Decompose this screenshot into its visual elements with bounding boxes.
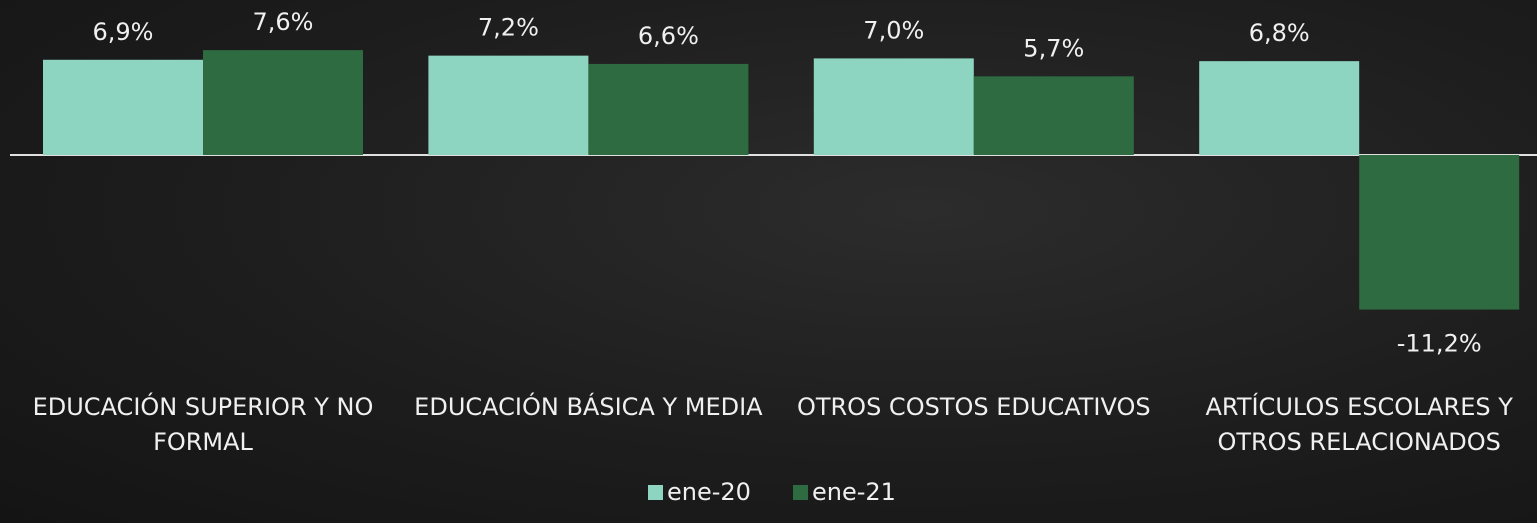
value-label: 6,9% bbox=[93, 18, 154, 46]
legend-label: ene-20 bbox=[667, 478, 751, 506]
x-tick-label: ARTÍCULOS ESCOLARES Y OTROS RELACIONADOS bbox=[1164, 390, 1537, 460]
chart: 6,9% 7,6% 7,2% 6,6% 7,0% 5,7% 6,8% -11,2% ene-20… bbox=[0, 0, 1537, 523]
bar bbox=[814, 58, 974, 155]
value-label: 7,2% bbox=[478, 14, 539, 42]
value-label: 7,0% bbox=[863, 16, 924, 44]
legend-label: ene-21 bbox=[812, 478, 896, 506]
value-label: -11,2% bbox=[1397, 330, 1482, 358]
value-label: 6,8% bbox=[1249, 19, 1310, 47]
x-tick-label: OTROS COSTOS EDUCATIVOS bbox=[779, 390, 1169, 425]
x-tick-label: EDUCACIÓN SUPERIOR Y NO FORMAL bbox=[8, 390, 398, 460]
bar bbox=[43, 60, 203, 155]
value-label: 5,7% bbox=[1023, 34, 1084, 62]
bar bbox=[1199, 61, 1359, 155]
bar bbox=[203, 50, 363, 155]
legend-swatch bbox=[793, 485, 808, 500]
value-label: 6,6% bbox=[638, 22, 699, 50]
bar bbox=[428, 56, 588, 155]
x-tick-label: EDUCACIÓN BÁSICA Y MEDIA bbox=[393, 390, 783, 425]
bar bbox=[588, 64, 748, 155]
bar bbox=[974, 76, 1134, 155]
legend-swatch bbox=[648, 485, 663, 500]
value-label: 7,6% bbox=[253, 8, 314, 36]
bar bbox=[1359, 155, 1519, 310]
